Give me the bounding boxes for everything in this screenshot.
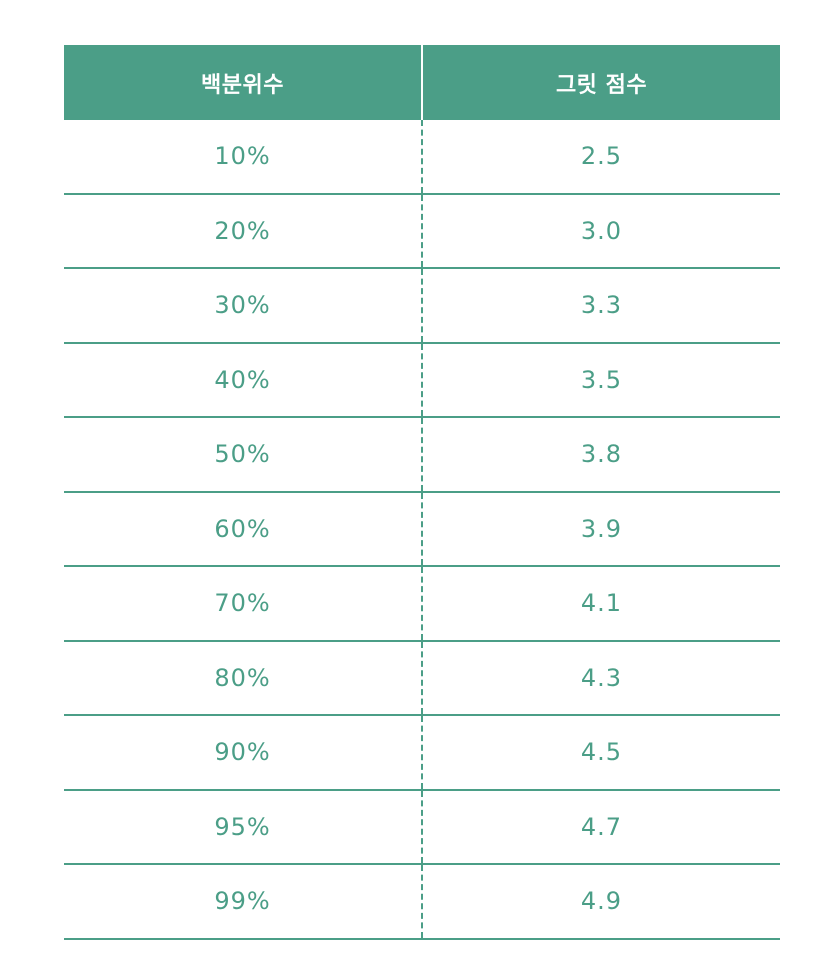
table-row: 70% 4.1 <box>64 567 780 642</box>
grit-score-cell: 4.9 <box>580 887 623 916</box>
grit-score-cell: 3.9 <box>580 514 623 543</box>
percentile-cell: 30% <box>64 269 423 342</box>
table-row: 80% 4.3 <box>64 641 780 716</box>
grit-score-cell: 3.0 <box>580 216 623 245</box>
grit-score-cell: 4.5 <box>580 738 623 767</box>
percentile-cell: 90% <box>64 716 423 789</box>
percentile-cell: 60% <box>64 492 423 565</box>
table-row: 60% 3.9 <box>64 492 780 567</box>
percentile-cell: 10% <box>64 120 423 193</box>
grit-score-cell: 3.3 <box>580 291 623 320</box>
grit-score-cell: 4.7 <box>580 812 623 841</box>
table-row: 50% 3.8 <box>64 418 780 493</box>
table-row: 10% 2.5 <box>64 120 780 195</box>
percentile-cell: 80% <box>64 641 423 714</box>
table-body: 10% 2.5 20% 3.0 30% 3.3 40% 3.5 50% 3.8 60% 3.9 70% 4… <box>64 120 780 940</box>
header-percentile: 백분위수 <box>64 45 423 120</box>
percentile-cell: 70% <box>64 567 423 640</box>
percentile-cell: 99% <box>64 865 423 938</box>
header-grit-score: 그릿 점수 <box>555 72 648 98</box>
table-row: 95% 4.7 <box>64 790 780 865</box>
grit-score-cell: 3.5 <box>580 365 623 394</box>
table-row: 30% 3.3 <box>64 269 780 344</box>
table-row: 40% 3.5 <box>64 343 780 418</box>
grit-score-cell: 3.8 <box>580 440 623 469</box>
grit-percentile-table: 백분위수 그릿 점수 10% 2.5 20% 3.0 30% 3.3 40% 3.5 50% 3.… <box>64 45 780 940</box>
grit-score-cell: 4.1 <box>580 589 623 618</box>
grit-score-cell: 4.3 <box>580 663 623 692</box>
table-header: 백분위수 그릿 점수 <box>64 45 780 120</box>
percentile-cell: 50% <box>64 418 423 491</box>
table-row: 20% 3.0 <box>64 194 780 269</box>
table-row: 90% 4.5 <box>64 716 780 791</box>
percentile-cell: 95% <box>64 790 423 863</box>
percentile-cell: 20% <box>64 194 423 267</box>
grit-score-cell: 2.5 <box>580 142 623 171</box>
table-row: 99% 4.9 <box>64 865 780 940</box>
percentile-cell: 40% <box>64 343 423 416</box>
